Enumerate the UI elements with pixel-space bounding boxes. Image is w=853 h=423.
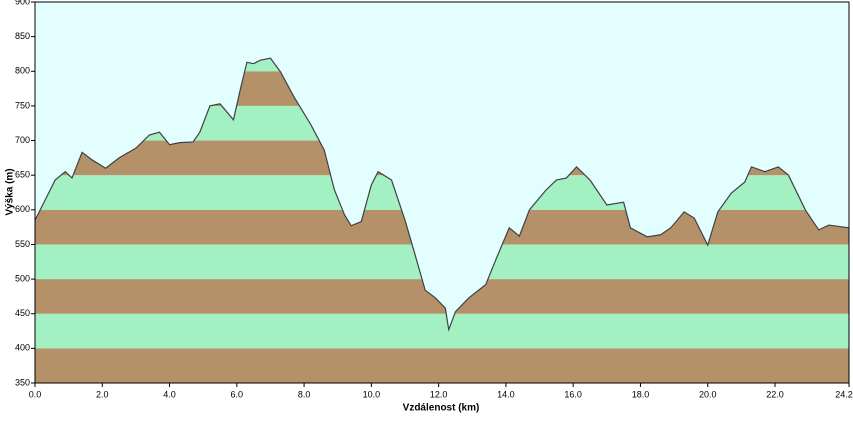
y-tick-label: 900: [15, 0, 30, 6]
y-tick-label: 500: [15, 273, 30, 283]
x-tick-label: 16.0: [564, 389, 582, 399]
x-tick-label: 4.0: [163, 389, 176, 399]
x-tick-label: 14.0: [497, 389, 515, 399]
y-axis-label: Výška (m): [5, 168, 16, 215]
x-tick-label: 12.0: [430, 389, 448, 399]
elevation-line: [34, 57, 850, 333]
y-tick-label: 400: [15, 343, 30, 353]
elevation-band: [35, 313, 849, 349]
x-tick-label: 24.2: [835, 389, 853, 399]
x-tick-label: 8.0: [298, 389, 311, 399]
y-tick-label: 600: [15, 204, 30, 214]
x-tick-label: 6.0: [231, 389, 244, 399]
x-tick-label: 18.0: [632, 389, 650, 399]
y-tick-label: 700: [15, 135, 30, 145]
x-tick-label: 10.0: [363, 389, 381, 399]
elevation-band: [35, 348, 849, 383]
y-tick-label: 450: [15, 308, 30, 318]
y-tick-label: 800: [15, 66, 30, 76]
y-tick-label: 350: [15, 377, 30, 387]
y-tick-label: 850: [15, 31, 30, 41]
x-tick-label: 0.0: [29, 389, 42, 399]
plot-frame: [34, 1, 850, 384]
x-tick-label: 22.0: [766, 389, 784, 399]
x-axis-label: Vzdálenost (km): [403, 403, 480, 414]
y-tick-label: 650: [15, 170, 30, 180]
x-tick-label: 2.0: [96, 389, 109, 399]
y-tick-label: 750: [15, 100, 30, 110]
x-tick-label: 20.0: [699, 389, 717, 399]
y-tick-label: 550: [15, 239, 30, 249]
